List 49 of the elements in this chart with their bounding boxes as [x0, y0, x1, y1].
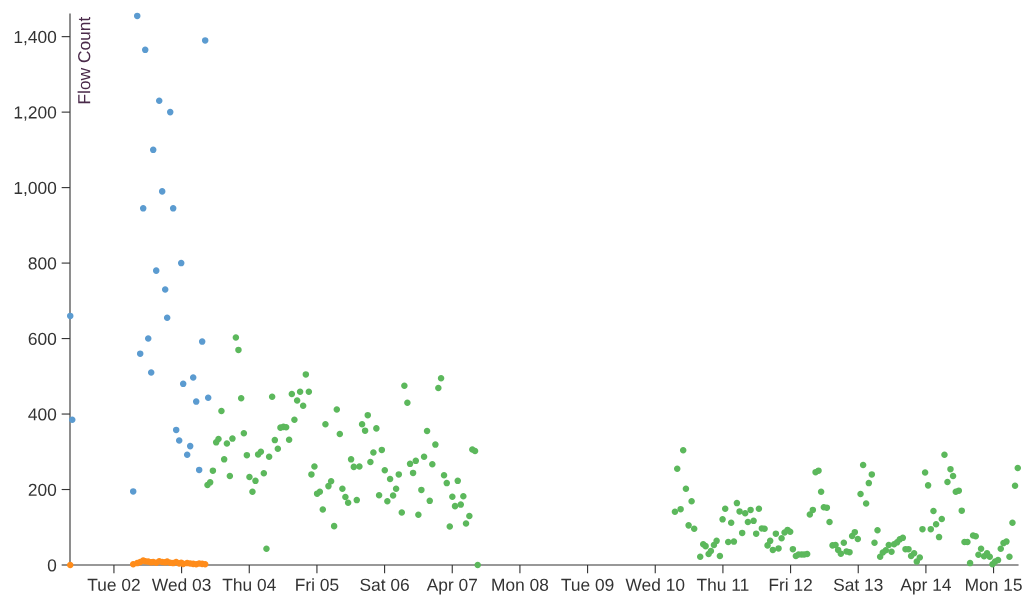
x-tick-label: Thu 11 [696, 578, 749, 591]
y-tick-label: 0 [47, 559, 57, 572]
point [152, 267, 160, 274]
y-tick-label: 800 [28, 257, 57, 270]
x-tick-label: Sat 06 [360, 578, 409, 591]
x-tick-label: Mon 08 [492, 578, 549, 591]
point [163, 314, 171, 322]
y-tick-label: 200 [28, 483, 57, 496]
point [169, 205, 177, 212]
y-tick-label: 1,200 [14, 106, 57, 121]
point [155, 97, 163, 105]
y-tick-label: 600 [28, 332, 57, 346]
point [195, 466, 203, 474]
x-tick-label: Wed 10 [625, 578, 685, 591]
x-tick-label: Mon 15 [966, 578, 1022, 591]
point [198, 338, 206, 345]
point [147, 369, 155, 376]
y-tick-label: 400 [28, 408, 57, 421]
point [166, 108, 174, 116]
point [177, 259, 185, 267]
point [189, 374, 197, 381]
x-tick-label: Apr 07 [426, 578, 477, 595]
point [141, 46, 149, 54]
point [129, 488, 137, 495]
point [192, 398, 200, 405]
point [136, 350, 144, 357]
point [158, 188, 166, 195]
point [186, 442, 194, 450]
x-tick-label: Wed 03 [151, 578, 211, 591]
x-tick-label: Tue 09 [561, 578, 614, 591]
point [133, 12, 141, 20]
y-axis-title: Flow Count [77, 16, 91, 104]
point [204, 394, 212, 402]
x-tick-label: Fri 05 [296, 578, 339, 591]
x-tick-label: Fri 12 [769, 578, 812, 591]
point [172, 426, 180, 434]
x-tick-label: Thu 04 [222, 578, 276, 591]
point [149, 146, 157, 154]
point [175, 437, 183, 444]
x-tick-label: Sat 13 [833, 578, 883, 591]
point [183, 451, 191, 459]
x-tick-label: Tue 02 [87, 578, 140, 591]
point [201, 37, 209, 44]
y-tick-label: 1,400 [14, 30, 57, 46]
point [139, 205, 147, 212]
x-tick-label: Apr 14 [900, 578, 951, 595]
y-tick-label: 1,000 [14, 181, 57, 197]
point [161, 286, 169, 293]
point [144, 335, 152, 342]
